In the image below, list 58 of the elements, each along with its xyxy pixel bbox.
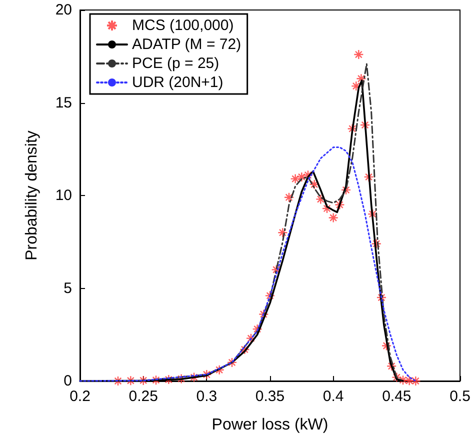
legend-label: UDR (20N+1) [132,74,224,91]
legend-label: PCE (p = 25) [132,55,220,72]
point [328,212,338,223]
y-axis-title: Probability density [24,130,40,260]
y-tick-label: 0 [64,372,72,390]
legend-label: MCS (100,000) [132,17,234,34]
x-tick-label: 0.3 [196,388,218,405]
x-tick-label: 0.5 [450,388,470,405]
point [302,170,314,180]
point [164,374,174,385]
point [112,376,124,386]
point [404,376,414,386]
point [246,333,256,344]
point [176,374,186,384]
point [284,192,294,202]
point [296,172,307,182]
point [240,344,250,355]
point [334,200,345,210]
line-series [79,146,416,382]
point [386,361,397,372]
point [290,174,300,184]
point [214,364,224,375]
point [364,172,374,182]
point [126,376,136,386]
point [368,208,378,220]
point [271,264,282,275]
legend-label: ADATP (M = 72) [132,36,242,53]
point [347,124,358,134]
point [258,309,269,320]
point [316,194,326,204]
point [392,372,402,382]
y-tick-label: 15 [55,94,72,112]
x-tick-label: 0.2 [70,388,90,405]
point [278,228,288,238]
x-tick-label: 0.45 [382,388,412,405]
x-tick-label: 0.35 [255,388,285,405]
point [376,292,387,303]
point [188,372,200,382]
point [226,357,238,368]
point [252,324,262,334]
point [381,340,392,351]
point [410,376,421,386]
point [398,374,408,386]
point [138,375,148,386]
point [322,203,332,214]
point [309,179,320,190]
point [371,238,382,249]
point [202,369,212,380]
y-tick-label: 20 [55,2,72,18]
x-tick-label: 0.25 [128,388,158,405]
point [354,49,364,60]
y-tick-label: 5 [64,280,72,297]
x-axis-title: Power loss (kW) [212,416,328,434]
point [264,290,276,301]
y-tick-label: 10 [55,187,72,204]
point [360,120,370,130]
point [340,184,352,196]
x-tick-label: 0.4 [322,388,344,405]
